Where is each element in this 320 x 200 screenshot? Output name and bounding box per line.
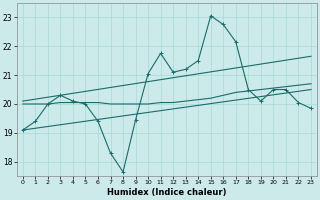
X-axis label: Humidex (Indice chaleur): Humidex (Indice chaleur) — [107, 188, 227, 197]
